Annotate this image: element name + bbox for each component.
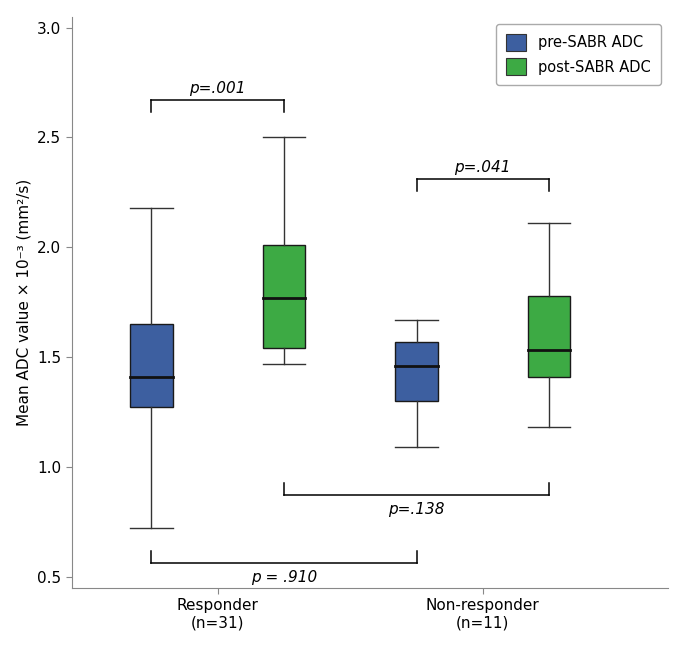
Text: p=.001: p=.001 [190,81,246,96]
Bar [130,324,173,408]
Bar [528,296,570,377]
Bar [263,245,305,348]
Y-axis label: Mean ADC value × 10⁻³ (mm²/s): Mean ADC value × 10⁻³ (mm²/s) [16,179,32,426]
Text: p=.138: p=.138 [388,502,445,517]
Text: p=.041: p=.041 [455,160,511,175]
Legend: pre-SABR ADC, post-SABR ADC: pre-SABR ADC, post-SABR ADC [496,24,661,85]
Text: p = .910: p = .910 [251,570,317,585]
Bar [395,342,438,401]
